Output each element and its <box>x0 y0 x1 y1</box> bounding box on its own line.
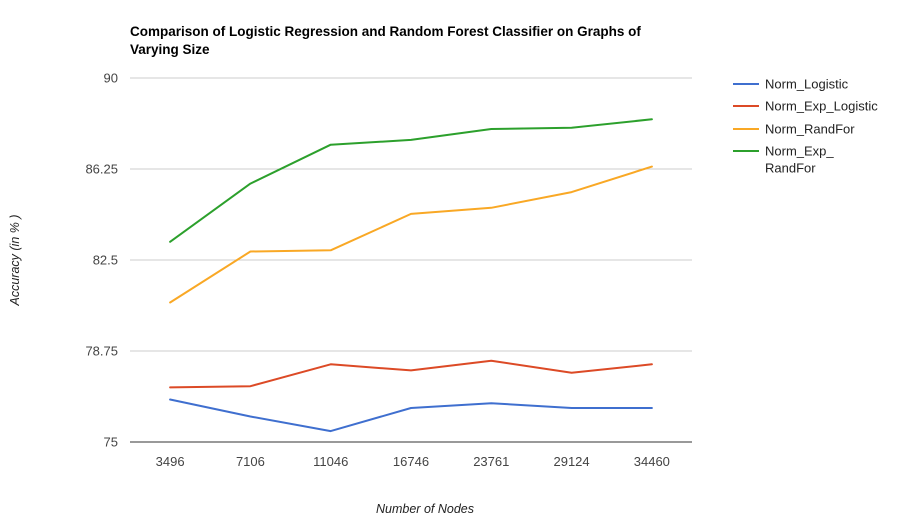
x-tick-label: 34460 <box>634 454 670 469</box>
y-axis-ticks: 75 78.75 82.5 86.25 90 <box>85 71 118 450</box>
x-axis-ticks: 3496 7106 11046 16746 23761 29124 34460 <box>156 454 670 469</box>
y-tick-label: 75 <box>104 435 118 450</box>
y-tick-label: 90 <box>104 71 118 86</box>
series-line-1 <box>169 359 653 389</box>
x-tick-label: 3496 <box>156 454 185 469</box>
x-tick-label: 7106 <box>236 454 265 469</box>
legend-label: Norm_Logistic <box>765 77 849 92</box>
y-tick-label: 82.5 <box>93 253 118 268</box>
chart-title: Comparison of Logistic Regression and Ra… <box>130 24 641 57</box>
chart-title-line: Comparison of Logistic Regression and Ra… <box>130 24 641 39</box>
legend-label: Norm_Exp_ <box>765 144 834 159</box>
y-tick-label: 78.75 <box>85 344 118 359</box>
gridlines <box>130 77 692 443</box>
x-tick-label: 16746 <box>393 454 429 469</box>
chart-title-line: Varying Size <box>130 42 210 57</box>
x-tick-label: 23761 <box>473 454 509 469</box>
series-line-0 <box>169 398 653 433</box>
x-axis-label: Number of Nodes <box>376 502 474 516</box>
x-tick-label: 29124 <box>553 454 589 469</box>
legend-label: Norm_Exp_Logistic <box>765 99 878 114</box>
series-line-2 <box>169 165 653 304</box>
series-line-3 <box>169 118 653 243</box>
legend: Norm_Logistic Norm_Exp_Logistic Norm_RandF… <box>733 77 878 176</box>
legend-label: RandFor <box>765 161 816 176</box>
legend-label: Norm_RandFor <box>765 122 855 137</box>
series-lines <box>169 118 653 433</box>
y-tick-label: 86.25 <box>85 162 118 177</box>
y-axis-label: Accuracy (in % ) <box>8 215 22 307</box>
x-tick-label: 11046 <box>313 454 348 469</box>
